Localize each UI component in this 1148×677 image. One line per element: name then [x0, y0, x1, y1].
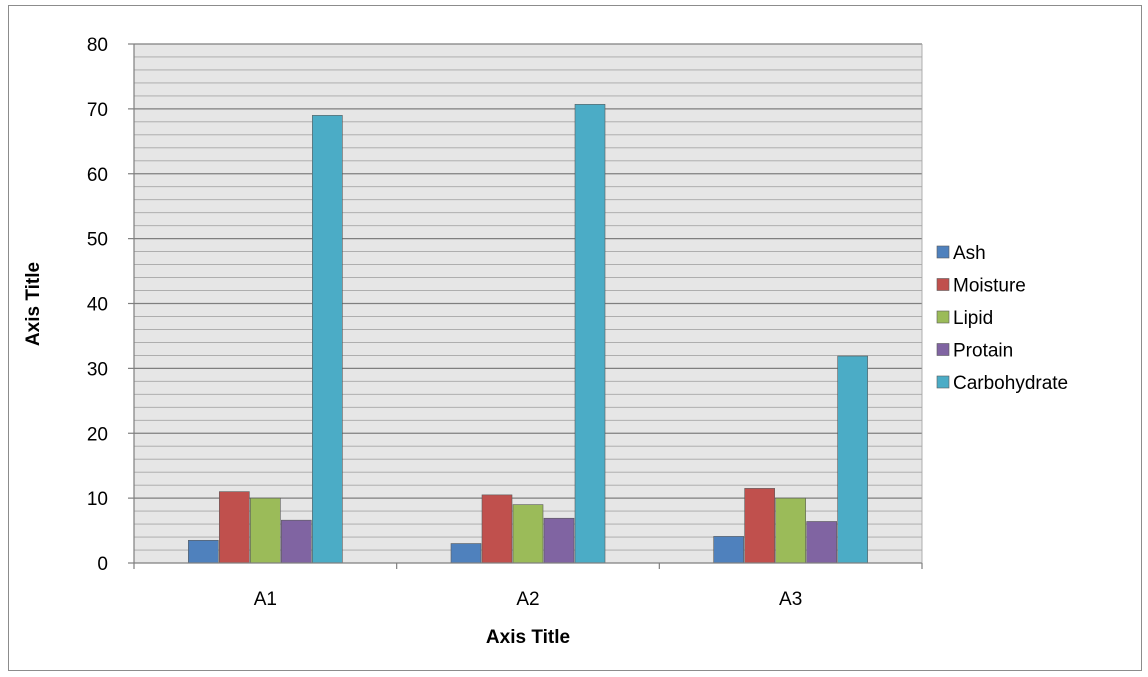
x-tick-label-a3: A3 [779, 589, 802, 610]
bar-carbohydrate-a2 [574, 104, 606, 564]
bar-moisture-a3 [744, 488, 775, 564]
legend-label-carbohydrate: Carbohydrate [953, 373, 1068, 394]
bar-protain-a3 [806, 521, 837, 564]
legend-swatch-ash [936, 245, 950, 259]
bar-carbohydrate-a3 [837, 355, 868, 564]
y-tick-label: 30 [87, 359, 108, 380]
y-tick-label: 40 [87, 295, 108, 316]
bars [188, 104, 868, 564]
y-tick-label: 20 [87, 424, 108, 445]
x-tick-label-a1: A1 [254, 589, 277, 610]
bar-moisture-a2 [481, 494, 513, 564]
bar-lipid-a1 [250, 497, 281, 564]
bar-lipid-a2 [512, 504, 544, 564]
bar-protain-a1 [281, 519, 312, 564]
legend-swatch-lipid [936, 310, 950, 324]
bar-ash-a1 [188, 539, 219, 564]
legend-label-lipid: Lipid [953, 308, 993, 329]
x-axis-ticks: A1 A2 A3 [133, 563, 923, 610]
y-tick-label: 10 [87, 489, 108, 510]
y-axis-ticks: 0 10 20 30 40 50 60 70 80 [87, 35, 134, 575]
legend-label-protain: Protain [953, 341, 1013, 362]
y-tick-label: 50 [87, 230, 108, 251]
y-tick-label: 70 [87, 100, 108, 121]
x-axis-title: Axis Title [486, 627, 570, 648]
y-axis-title: Axis Title [23, 262, 44, 346]
y-tick-label: 60 [87, 165, 108, 186]
bar-carbohydrate-a1 [312, 115, 343, 564]
bar-moisture-a1 [219, 491, 250, 564]
legend-label-ash: Ash [953, 243, 986, 264]
x-tick-label-a2: A2 [516, 589, 539, 610]
bar-ash-a2 [450, 543, 482, 564]
bar-protain-a2 [543, 517, 575, 564]
legend-swatch-moisture [936, 278, 950, 291]
legend-label-moisture: Moisture [953, 276, 1026, 297]
legend-swatch-protain [936, 343, 950, 356]
bar-ash-a3 [713, 536, 744, 564]
bar-lipid-a3 [775, 497, 806, 564]
y-tick-label: 0 [97, 554, 108, 575]
legend: Ash Moisture Lipid Protain Carbohydrate [936, 243, 1068, 394]
legend-swatch-carbohydrate [936, 375, 950, 389]
y-tick-label: 80 [87, 35, 108, 56]
